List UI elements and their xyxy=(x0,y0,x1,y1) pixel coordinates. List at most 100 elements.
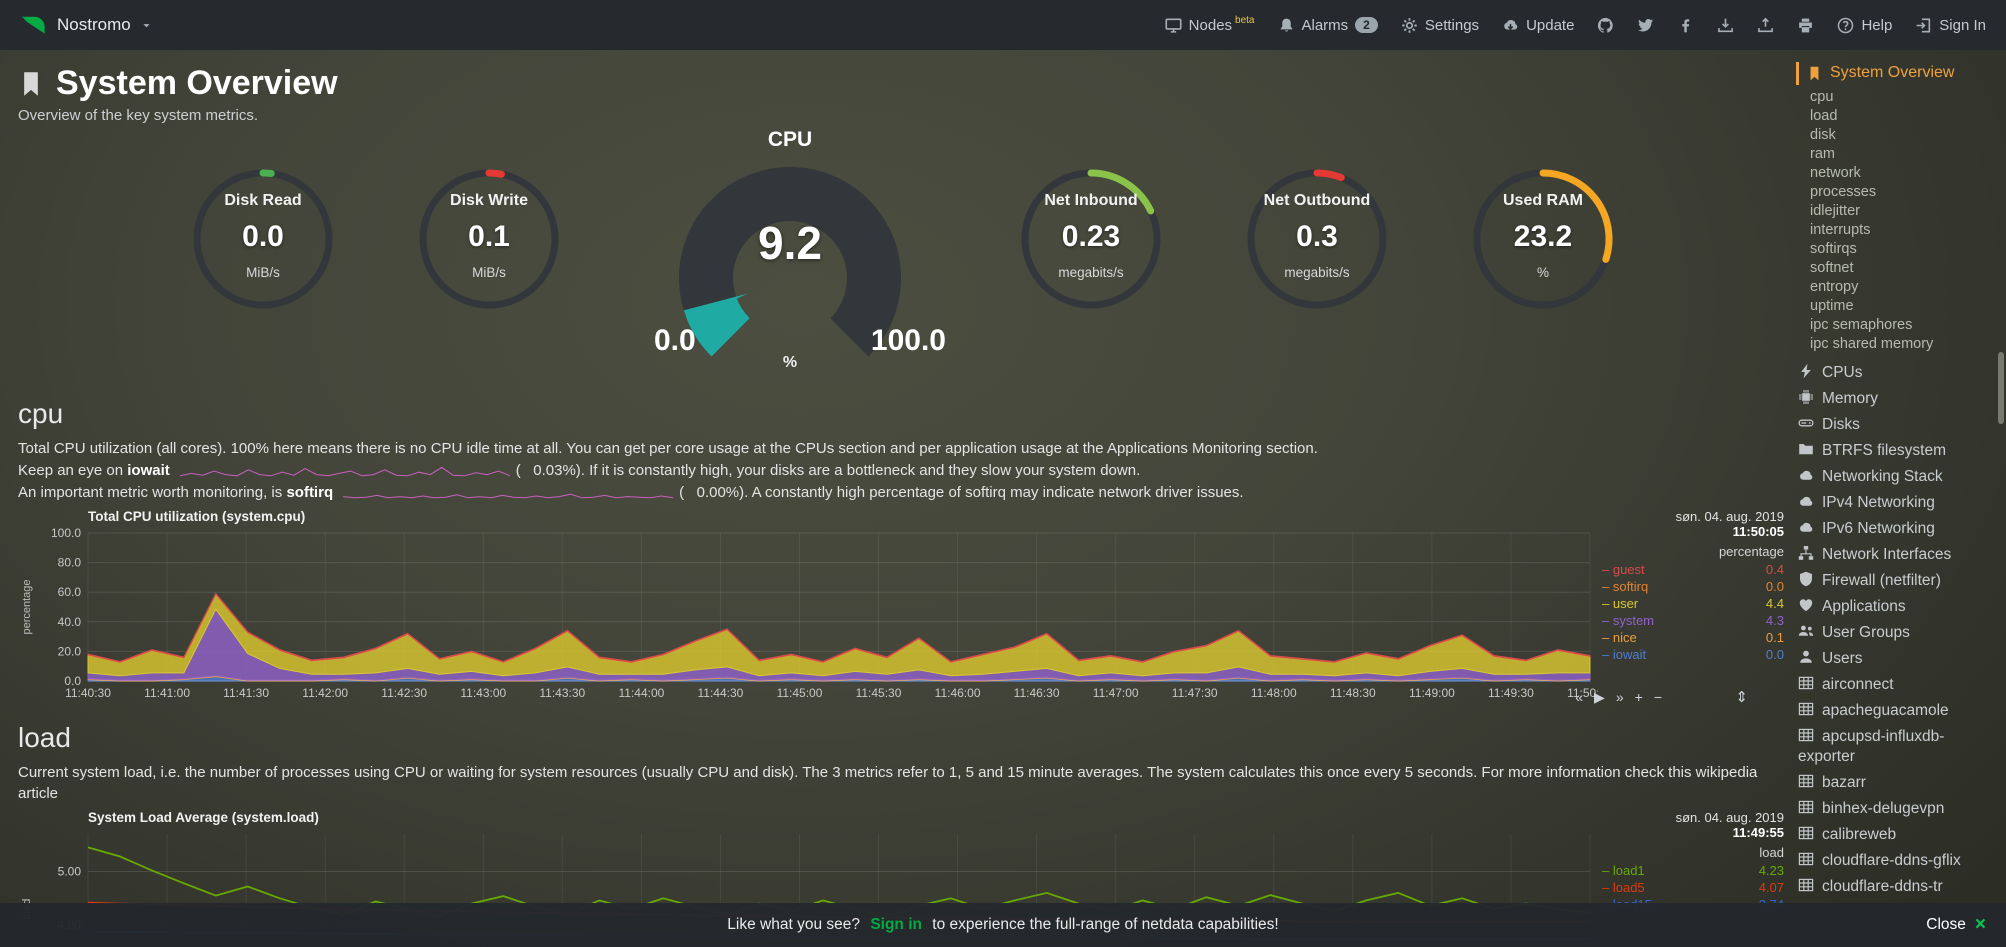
easypiechart-disk-write[interactable]: Disk Write 0.1 MiB/s xyxy=(404,164,574,314)
easypiechart-disk-read[interactable]: Disk Read 0.0 MiB/s xyxy=(178,164,348,314)
sidebar-item-bazarr[interactable]: bazarr xyxy=(1796,770,2000,796)
topbar-item-signin[interactable]: Sign In xyxy=(1915,17,1986,34)
sidebar-item-system-overview[interactable]: System Overview xyxy=(1796,62,2000,85)
sidebar-sub-softnet[interactable]: softnet xyxy=(1810,260,1854,276)
cpu-section-heading: cpu xyxy=(18,398,64,429)
sidebar-item-network-interfaces[interactable]: Network Interfaces xyxy=(1796,542,2000,568)
topnav: Nodes beta Alarms 2 Settings Update Help Sign I… xyxy=(1165,15,1986,34)
sidebar-item-firewall-netfilter[interactable]: Firewall (netfilter) xyxy=(1796,568,2000,594)
page-subtitle: Overview of the key system metrics. xyxy=(18,107,259,124)
sidebar-item-btrfs-filesystem[interactable]: BTRFS filesystem xyxy=(1796,438,2000,464)
sidebar-sub-cpu[interactable]: cpu xyxy=(1810,89,1834,105)
easypiechart-net-inbound[interactable]: Net Inbound 0.23 megabits/s xyxy=(1006,164,1176,314)
topbar-item-help[interactable]: Help xyxy=(1837,17,1892,34)
easypiechart-used-ram[interactable]: Used RAM 23.2% xyxy=(1458,164,1628,314)
sidebar-sub-network[interactable]: network xyxy=(1810,165,1861,181)
svg-text:11:45:00: 11:45:00 xyxy=(777,686,823,700)
iowait-sparkline[interactable] xyxy=(179,463,510,479)
sidebar-sub-idlejitter[interactable]: idlejitter xyxy=(1810,203,1860,219)
topbar-item-twitter[interactable] xyxy=(1637,17,1654,34)
legend-row-guest[interactable]: – guest 0.4 xyxy=(1602,561,1784,578)
sidebar-sub-entropy[interactable]: entropy xyxy=(1810,279,1859,295)
svg-text:11:44:00: 11:44:00 xyxy=(618,686,664,700)
topbar-item-nodes[interactable]: Nodes beta xyxy=(1165,15,1255,34)
signin-link[interactable]: Sign in xyxy=(870,916,922,933)
softirq-sparkline[interactable] xyxy=(343,485,674,501)
legend-value: 0.4 xyxy=(1765,562,1784,577)
sidebar-item-applications[interactable]: Applications xyxy=(1796,594,2000,620)
sidebar-item-cloudflare-ddns-tr[interactable]: cloudflare-ddns-tr xyxy=(1796,874,2000,900)
node-selector[interactable]: Nostromo xyxy=(20,12,152,39)
sidebar-sub-softirqs[interactable]: softirqs xyxy=(1810,241,1857,257)
sidebar-item-users[interactable]: Users xyxy=(1796,646,2000,672)
softirq-pre: An important metric worth monitoring, is xyxy=(18,484,287,501)
sidebar-item-apacheguacamole[interactable]: apacheguacamole xyxy=(1796,698,2000,724)
chart-toolbox-play[interactable]: ▶ xyxy=(1594,689,1605,705)
chart-toolbox-zoom-in[interactable]: + xyxy=(1634,689,1643,705)
topbar-item-print[interactable] xyxy=(1797,17,1814,34)
legend-row-system[interactable]: – system 4.3 xyxy=(1602,612,1784,629)
chart-plot-area[interactable]: 0.0 20.0 40.0 60.0 80.0 100.0 11:40:30 11:41:00… xyxy=(18,526,1788,706)
topbar-item-export[interactable] xyxy=(1757,17,1774,34)
legend-row-nice[interactable]: – nice 0.1 xyxy=(1602,629,1784,646)
sidebar-sub-uptime[interactable]: uptime xyxy=(1810,298,1854,314)
sidebar-item-binhex-delugevpn[interactable]: binhex-delugevpn xyxy=(1796,796,2000,822)
legend-name: – system xyxy=(1602,613,1655,628)
chart-toolbox: « ▶ » + − xyxy=(1575,689,1662,706)
svg-text:11:43:30: 11:43:30 xyxy=(539,686,585,700)
sidebar-sub-load[interactable]: load xyxy=(1810,108,1838,124)
sidebar-item-cpus[interactable]: CPUs xyxy=(1796,360,2000,386)
gauge-cpu[interactable]: CPU 9.2 0.0 100.0% xyxy=(630,128,950,384)
topbar-item-facebook[interactable] xyxy=(1677,17,1694,34)
table-icon xyxy=(1798,825,1814,841)
cpu-chart[interactable]: Total CPU utilization (system.cpu) 0.0 20.… xyxy=(18,509,1788,706)
legend-name: – load5 xyxy=(1602,880,1645,895)
sidebar-item-label: apcupsd-influxdb-exporter xyxy=(1798,728,1945,765)
sidebar-item-label: IPv4 Networking xyxy=(1822,494,1935,511)
legend-row-iowait[interactable]: – iowait 0.0 xyxy=(1602,646,1784,663)
chart-toolbox-pan-forward[interactable]: » xyxy=(1615,689,1624,705)
signin-banner: Like what you see? Sign in to experience… xyxy=(0,903,2006,947)
topbar-item-github[interactable] xyxy=(1597,17,1614,34)
gauge-unit: megabits/s xyxy=(1284,265,1350,280)
sidebar-item-label: cloudflare-ddns-tr xyxy=(1822,878,1943,895)
chart-time: 11:49:55 xyxy=(1732,825,1784,840)
legend-row-load1[interactable]: – load1 4.23 xyxy=(1602,862,1784,879)
sidebar-item-memory[interactable]: Memory xyxy=(1796,386,2000,412)
banner-close-button[interactable]: Close × xyxy=(1926,914,1986,936)
sidebar-sub-disk[interactable]: disk xyxy=(1810,127,1836,143)
scrollbar-thumb[interactable] xyxy=(1998,352,2004,424)
node-name: Nostromo xyxy=(57,15,131,34)
close-icon: × xyxy=(1974,914,1986,935)
chart-resize-handle[interactable]: ⇕ xyxy=(1735,689,1748,706)
sidebar-item-user-groups[interactable]: User Groups xyxy=(1796,620,2000,646)
sidebar-item-airconnect[interactable]: airconnect xyxy=(1796,672,2000,698)
help-icon xyxy=(1837,17,1854,34)
legend-row-load5[interactable]: – load5 4.07 xyxy=(1602,879,1784,896)
sidebar-item-cloudflare-ddns-gflix[interactable]: cloudflare-ddns-gflix xyxy=(1796,848,2000,874)
gauge-unit: % xyxy=(782,354,798,371)
topbar-item-import[interactable] xyxy=(1717,17,1734,34)
chart-title: System Load Average (system.load) xyxy=(88,810,319,825)
sidebar-sub-interrupts[interactable]: interrupts xyxy=(1810,222,1871,238)
sidebar-item-disks[interactable]: Disks xyxy=(1796,412,2000,438)
easypiechart-net-outbound[interactable]: Net Outbound 0.3 megabits/s xyxy=(1232,164,1402,314)
chart-toolbox-pan-backward[interactable]: « xyxy=(1575,689,1584,705)
chart-toolbox-zoom-out[interactable]: − xyxy=(1653,689,1662,705)
sidebar-item-apcupsd-influxdb-exporter[interactable]: apcupsd-influxdb-exporter xyxy=(1796,724,2000,770)
topbar-item-alarms[interactable]: Alarms 2 xyxy=(1278,17,1378,34)
sidebar-item-ipv4-networking[interactable]: IPv4 Networking xyxy=(1796,490,2000,516)
sidebar-item-networking-stack[interactable]: Networking Stack xyxy=(1796,464,2000,490)
topbar-item-settings[interactable]: Settings xyxy=(1401,17,1479,34)
sidebar-item-calibreweb[interactable]: calibreweb xyxy=(1796,822,2000,848)
sidebar-sub-ipc-semaphores[interactable]: ipc semaphores xyxy=(1810,317,1913,333)
sidebar-sub-ipc-shared-memory[interactable]: ipc shared memory xyxy=(1810,336,1934,352)
sidebar-item-label: airconnect xyxy=(1822,676,1894,693)
sidebar-sub-processes[interactable]: processes xyxy=(1810,184,1877,200)
legend-row-softirq[interactable]: – softirq 0.0 xyxy=(1602,578,1784,595)
topbar-item-update[interactable]: Update xyxy=(1502,17,1574,34)
sidebar-sub-ram[interactable]: ram xyxy=(1810,146,1835,162)
sidebar-item-ipv6-networking[interactable]: IPv6 Networking xyxy=(1796,516,2000,542)
sidebar-item-label: Applications xyxy=(1822,598,1906,615)
legend-row-user[interactable]: – user 4.4 xyxy=(1602,595,1784,612)
